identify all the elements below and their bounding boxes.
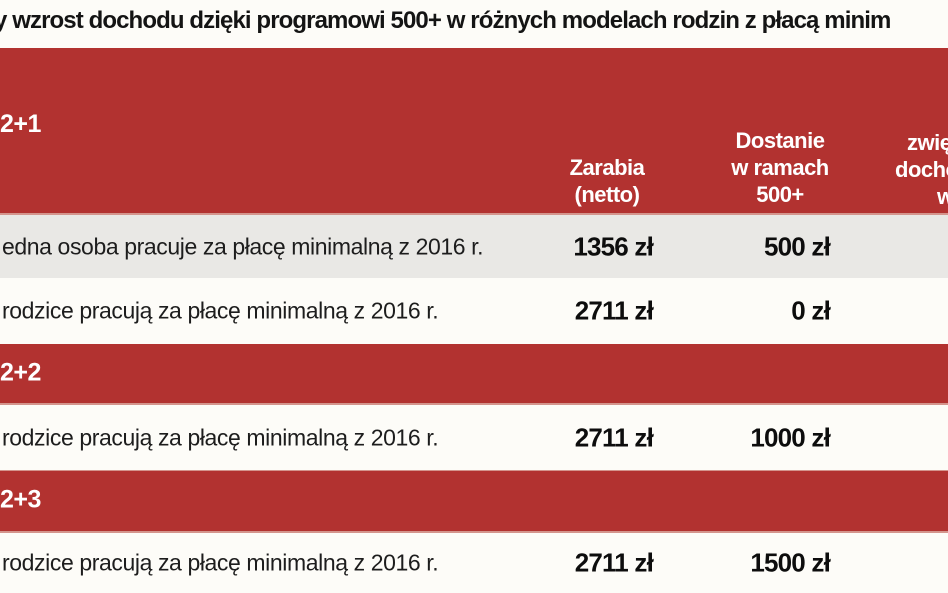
row-description: rodzice pracują za płacę minimalną z 201…	[2, 549, 439, 576]
table-title: y wzrost dochodu dzięki programowi 500+ …	[0, 7, 891, 34]
row-description: rodzice pracują za płacę minimalną z 201…	[2, 424, 439, 450]
earnings-value: 2711 zł	[574, 422, 654, 452]
row-description: edna osoba pracuje za płacę minimalną z …	[2, 233, 484, 259]
earnings-value: 2711 zł	[574, 295, 654, 326]
table-row: rodzice pracują za płacę minimalną z 201…	[0, 533, 948, 593]
column-header-increase-cut-line1: zwię	[907, 130, 948, 155]
benefit-value: 500 zł	[763, 231, 831, 261]
column-header-earnings-line1: Zarabia	[569, 155, 645, 180]
column-header-benefit500-line1: Dostanie	[735, 128, 825, 153]
section-band-2plus1: 2+1 Zarabia (netto) Dostanie w ramach 50…	[0, 48, 948, 215]
column-header-benefit500-line2: w ramach	[731, 155, 829, 180]
column-header-increase-cut-line2: dochó	[895, 157, 948, 182]
column-header-earnings: Zarabia (netto)	[517, 154, 697, 208]
section-label-2plus1: 2+1	[0, 110, 41, 138]
column-header-increase-cut-line3: w	[937, 184, 948, 209]
benefit-value: 0 zł	[791, 295, 831, 326]
column-header-benefit500: Dostanie w ramach 500+	[690, 127, 870, 208]
column-header-earnings-line2: (netto)	[574, 182, 640, 207]
benefit-value: 1000 zł	[750, 422, 830, 452]
column-header-benefit500-line3: 500+	[756, 182, 804, 207]
earnings-value: 2711 zł	[574, 547, 654, 578]
earnings-value: 1356 zł	[573, 231, 653, 261]
section-label-2plus3: 2+3	[0, 485, 41, 514]
section-label-2plus2: 2+2	[0, 357, 41, 386]
table-row: rodzice pracują za płacę minimalną z 201…	[0, 405, 948, 470]
row-description: rodzice pracują za płacę minimalną z 201…	[2, 297, 439, 324]
table-row: rodzice pracują za płacę minimalną z 201…	[0, 278, 948, 344]
table-row: edna osoba pracuje za płacę minimalną z …	[0, 215, 948, 278]
section-band-2plus2: 2+2	[0, 344, 948, 405]
benefit-value: 1500 zł	[750, 547, 830, 578]
section-band-2plus3: 2+3	[0, 470, 948, 533]
